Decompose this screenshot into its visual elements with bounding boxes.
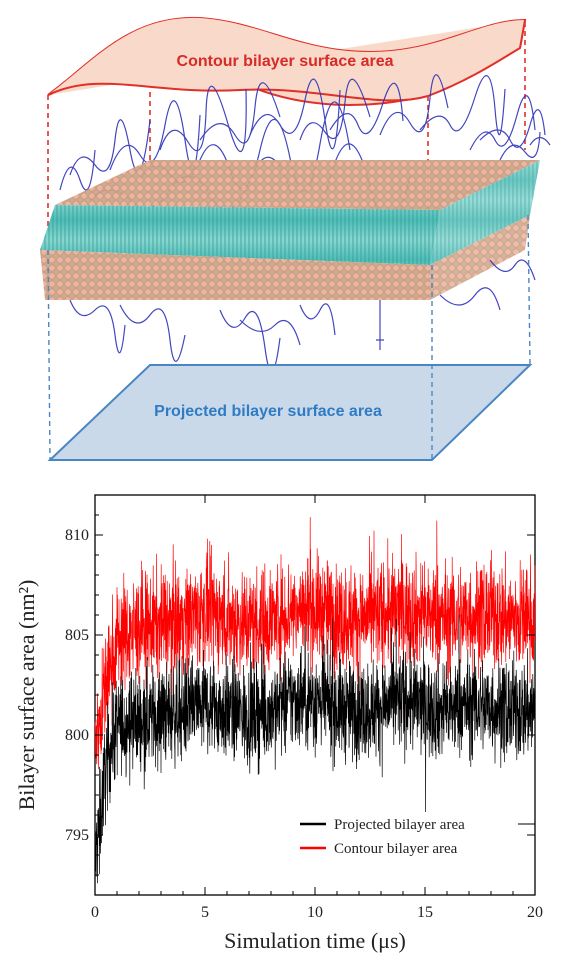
- x-tick-label: 0: [91, 904, 99, 921]
- projected-surface-label: Projected bilayer surface area: [154, 403, 382, 420]
- legend: Projected bilayer area Contour bilayer a…: [300, 817, 535, 857]
- x-axis-title: Simulation time (μs): [224, 928, 406, 953]
- y-axis-title: Bilayer surface area (nm²): [14, 580, 39, 811]
- y-tick-label: 795: [65, 827, 89, 844]
- surface-area-chart: 0 5 10 15 20 795 800 805 810 Projected bilayer a…: [14, 494, 543, 953]
- x-tick-label: 15: [417, 904, 433, 921]
- y-tick-label: 810: [65, 527, 89, 544]
- legend-label-projected: Projected bilayer area: [334, 817, 465, 833]
- series-line-contour: [94, 517, 536, 770]
- bilayer-illustration: Contour bilayer surface area: [40, 16, 551, 461]
- y-tick-label: 800: [65, 727, 89, 744]
- series-line-projected: [94, 615, 536, 884]
- x-tick-label: 20: [527, 904, 543, 921]
- projected-drop-lines: [47, 214, 531, 461]
- projected-surface: [47, 364, 533, 461]
- series-layer: [94, 517, 536, 884]
- contour-surface-label: Contour bilayer surface area: [177, 53, 394, 70]
- axis-layer: 0 5 10 15 20 795 800 805 810: [65, 494, 543, 921]
- lipid-bilayer-rendering: [40, 74, 551, 373]
- x-tick-label: 10: [307, 904, 323, 921]
- legend-label-contour: Contour bilayer area: [334, 841, 458, 857]
- x-tick-label: 5: [201, 904, 209, 921]
- y-tick-label: 805: [65, 627, 89, 644]
